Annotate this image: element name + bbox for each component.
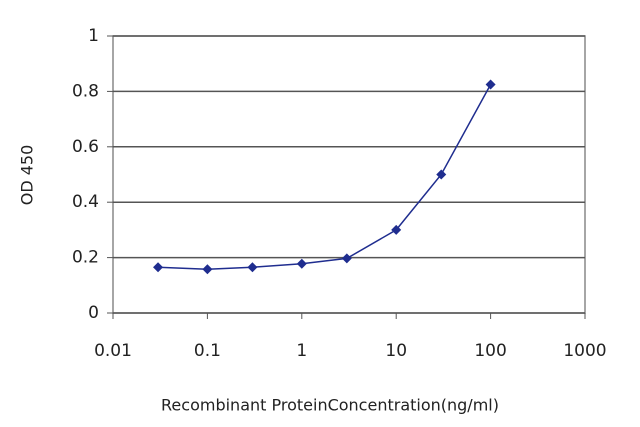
line xyxy=(158,84,492,270)
y-axis-title: OD 450 xyxy=(18,145,37,206)
y-tick-label: 0.8 xyxy=(72,81,99,101)
marker xyxy=(391,224,402,235)
y-tick-label: 0 xyxy=(88,303,99,323)
marker xyxy=(341,253,352,264)
x-tick-label: 1 xyxy=(296,341,307,361)
marker xyxy=(485,79,496,90)
y-tick-label: 0.6 xyxy=(72,137,99,157)
x-tick-label: 1000 xyxy=(563,341,606,361)
x-tick-label: 0.1 xyxy=(194,341,221,361)
marker xyxy=(436,169,447,180)
y-tick-label: 0.4 xyxy=(72,192,99,212)
x-tick-label: 0.01 xyxy=(94,341,132,361)
x-axis-title: Recombinant ProteinConcentration(ng/ml) xyxy=(161,396,499,415)
marker xyxy=(247,262,258,273)
marker xyxy=(296,258,307,269)
x-tick-label: 10 xyxy=(385,341,407,361)
y-tick-label: 1 xyxy=(88,26,99,46)
marker xyxy=(202,264,213,275)
marker xyxy=(153,262,164,273)
x-tick-label: 100 xyxy=(474,341,506,361)
y-tick-label: 0.2 xyxy=(72,248,99,268)
plot-area xyxy=(112,35,586,314)
